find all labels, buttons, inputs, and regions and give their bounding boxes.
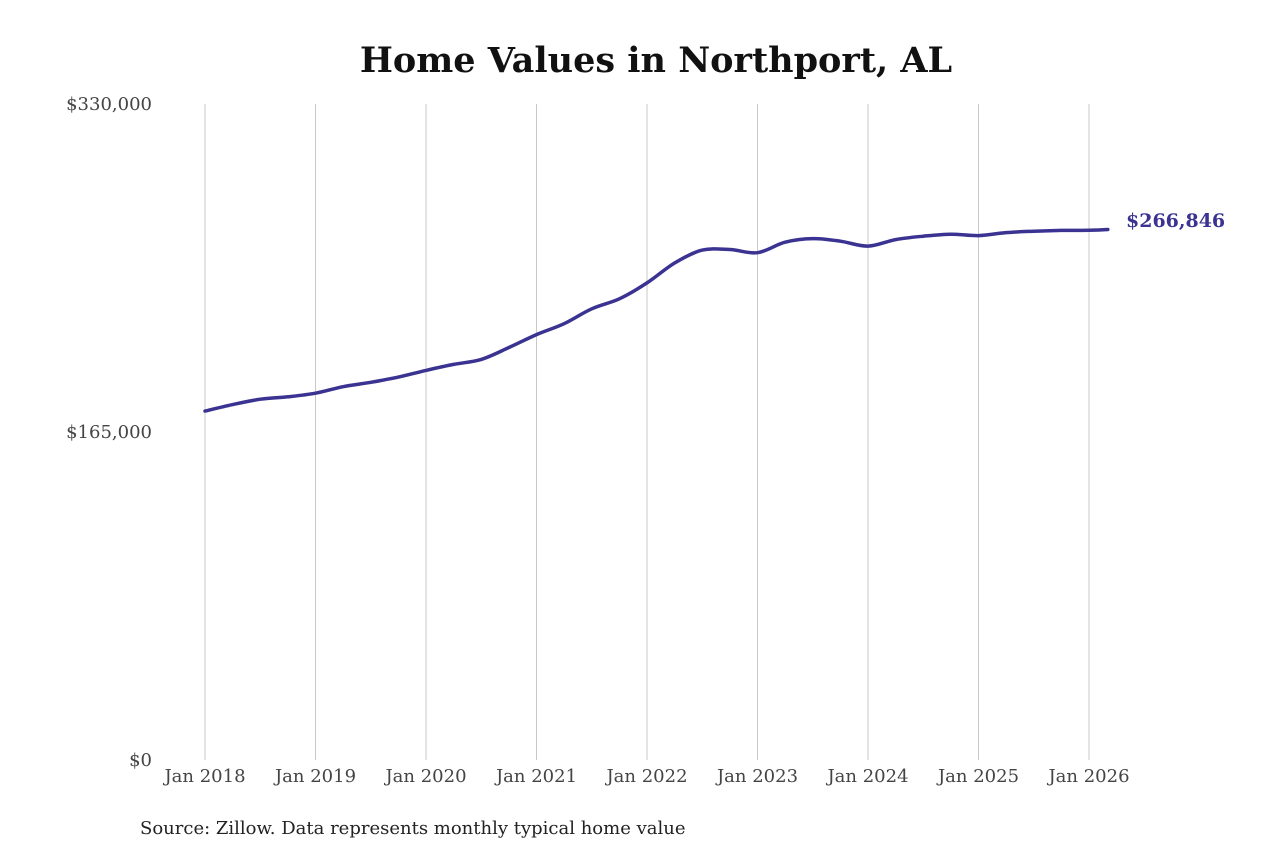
x-tick-label-0: Jan 2018 [162,766,245,787]
x-tick-label-4: Jan 2022 [604,766,687,787]
x-axis-ticks: Jan 2018 Jan 2019 Jan 2020 Jan 2021 Jan 2022… [162,766,1129,787]
y-tick-label-1: $165,000 [66,422,152,443]
y-tick-label-0: $0 [129,750,152,771]
x-tick-label-6: Jan 2024 [825,766,908,787]
x-tick-label-8: Jan 2026 [1046,766,1129,787]
chart-title: Home Values in Northport, AL [360,40,952,81]
x-tick-label-5: Jan 2023 [715,766,798,787]
y-tick-label-2: $330,000 [66,94,152,115]
x-tick-label-1: Jan 2019 [273,766,356,787]
y-axis-ticks: $0 $165,000 $330,000 [66,94,152,771]
x-tick-label-7: Jan 2025 [936,766,1019,787]
gridlines [204,104,1090,760]
end-value-label: $266,846 [1126,210,1225,232]
source-note: Source: Zillow. Data represents monthly … [140,818,686,839]
x-tick-label-2: Jan 2020 [383,766,466,787]
x-tick-label-3: Jan 2021 [494,766,577,787]
series-line-home-value [203,227,1110,413]
